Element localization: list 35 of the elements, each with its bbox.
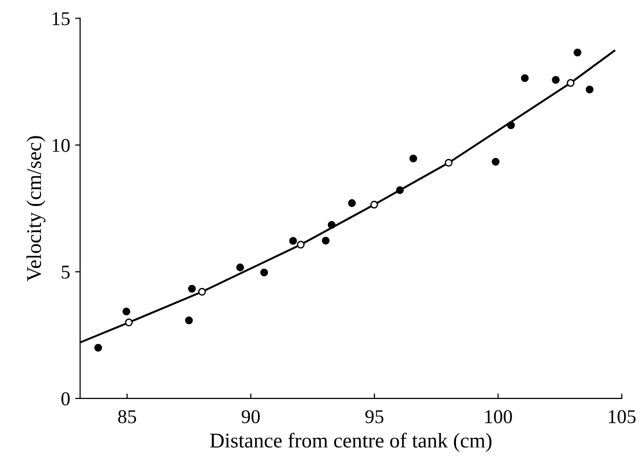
point xyxy=(236,264,244,272)
point xyxy=(370,200,378,208)
point xyxy=(396,186,404,194)
point xyxy=(188,284,196,293)
point xyxy=(552,76,560,84)
y-tick-label: 15 xyxy=(52,12,70,26)
point xyxy=(566,79,574,87)
point xyxy=(444,158,453,167)
x-axis-title: Distance from centre of tank (cm) xyxy=(210,432,492,452)
point xyxy=(185,316,193,324)
point xyxy=(586,86,594,94)
point xyxy=(574,48,582,56)
point xyxy=(122,308,130,316)
point xyxy=(348,199,356,207)
point xyxy=(322,236,330,244)
y-axis-title: Velocity (cm/sec) xyxy=(26,136,46,282)
point xyxy=(289,236,297,245)
point xyxy=(328,220,336,229)
point xyxy=(260,268,268,276)
y-tick-label: 10 xyxy=(52,138,70,152)
point xyxy=(198,288,206,296)
point xyxy=(520,74,529,82)
x-tick-label: 95 xyxy=(365,410,384,424)
point xyxy=(124,318,133,326)
x-tick-label: 105 xyxy=(608,410,636,424)
point xyxy=(492,158,500,166)
x-tick-label: 85 xyxy=(118,410,136,424)
y-tick-label: 5 xyxy=(62,266,70,279)
point xyxy=(94,344,102,352)
x-tick-label: 90 xyxy=(242,410,260,424)
point xyxy=(409,154,418,162)
point xyxy=(507,121,515,130)
point xyxy=(296,240,305,249)
x-tick-label: 100 xyxy=(485,410,512,424)
y-tick-label: 0 xyxy=(61,392,70,406)
